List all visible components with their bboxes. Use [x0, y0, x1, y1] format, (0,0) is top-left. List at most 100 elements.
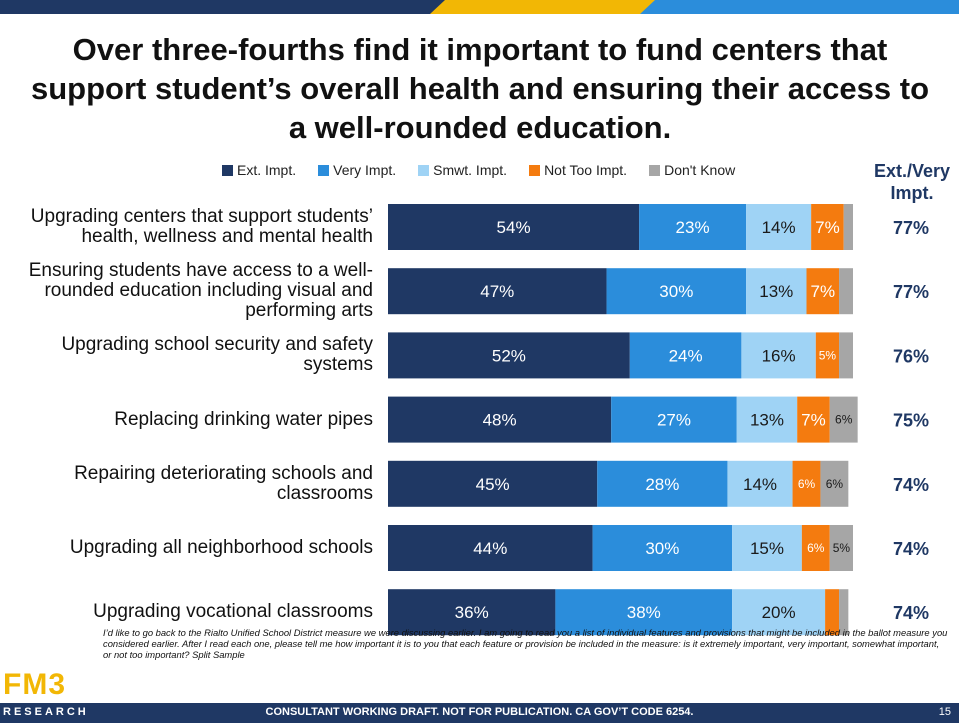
chart-title: Over three-fourths find it important to … — [30, 32, 930, 145]
bar-segment — [746, 204, 812, 250]
page-number: 15 — [938, 706, 951, 718]
value-label: 13% — [750, 411, 784, 430]
bar-segment — [829, 396, 858, 443]
value-label: 15% — [750, 539, 784, 558]
net-value: 74% — [893, 475, 929, 495]
bar-segment — [741, 332, 816, 379]
value-label: 36% — [455, 603, 489, 622]
bar-segment — [806, 268, 840, 315]
value-label: 38% — [627, 603, 661, 622]
value-label: 30% — [659, 282, 693, 301]
value-label: 20% — [762, 603, 796, 622]
value-label: 16% — [762, 346, 796, 365]
bar-segment — [815, 332, 840, 379]
value-label: 6% — [807, 541, 825, 555]
bar-segment — [388, 204, 640, 250]
value-label: 7% — [815, 218, 840, 237]
value-label: 7% — [810, 282, 835, 301]
value-label: 48% — [483, 411, 517, 430]
value-label: 28% — [645, 475, 679, 494]
legend: Ext. Impt. Very Impt. Smwt. Impt. Not Too I… — [222, 162, 735, 178]
bar-segment — [388, 396, 612, 443]
bar-segment — [839, 268, 853, 315]
legend-item: Very Impt. — [318, 162, 396, 178]
legend-swatch — [529, 164, 541, 176]
value-label: 44% — [473, 539, 507, 558]
bar-segment — [797, 396, 830, 443]
value-label: 7% — [801, 411, 826, 430]
bar-segment — [388, 268, 607, 315]
legend-label: Not Too Impt. — [544, 162, 628, 178]
bar-segment — [629, 332, 742, 379]
category-label: Replacing drinking water pipes — [114, 408, 373, 430]
value-label: 47% — [480, 282, 514, 301]
bar-segment — [736, 396, 798, 443]
legend-swatch — [318, 164, 330, 176]
bar-segment — [611, 396, 737, 443]
value-label: 54% — [497, 218, 531, 237]
value-label: 30% — [645, 539, 679, 558]
bar-segment — [801, 525, 830, 571]
legend-item: Don't Know — [649, 162, 735, 178]
legend-label: Smwt. Impt. — [433, 162, 508, 178]
net-value: 74% — [893, 539, 929, 559]
bar-segment — [592, 525, 733, 571]
value-label: 6% — [826, 477, 844, 491]
value-label: 45% — [476, 475, 510, 494]
net-header: Ext./Very Impt. — [873, 161, 951, 203]
value-label: 14% — [743, 475, 777, 494]
bar-segment — [746, 268, 807, 315]
legend-swatch — [649, 164, 661, 176]
value-label: 13% — [759, 282, 793, 301]
footnote: I’d like to go back to the Rialto Unifie… — [103, 627, 948, 660]
bar-segment — [727, 460, 793, 507]
value-label: 14% — [762, 218, 796, 237]
category-label: Upgrading vocational classrooms — [93, 601, 373, 623]
legend-item: Ext. Impt. — [222, 162, 296, 178]
value-label: 6% — [835, 413, 853, 427]
value-label: 24% — [669, 346, 703, 365]
bar-segment — [555, 589, 733, 636]
legend-swatch — [222, 164, 233, 176]
net-value: 77% — [893, 282, 929, 302]
bar-segment — [606, 268, 747, 315]
category-label: Ensuring students have access to a well-… — [28, 260, 373, 322]
legend-item: Not Too Impt. — [529, 162, 627, 178]
value-label: 52% — [492, 346, 526, 365]
net-value: 76% — [893, 346, 929, 366]
bar-segment — [388, 589, 556, 636]
top-stripe — [640, 0, 959, 14]
legend-label: Ext. Impt. — [237, 162, 297, 178]
bar-segment — [825, 589, 840, 636]
value-label: 27% — [657, 411, 691, 430]
bar-segment — [792, 460, 821, 507]
bar-segment — [820, 460, 849, 507]
legend-label: Don't Know — [664, 162, 736, 178]
legend-swatch — [418, 164, 430, 176]
bar-segment — [388, 460, 598, 507]
bar-segment — [388, 525, 593, 571]
value-label: 5% — [833, 541, 851, 555]
logo: FM3 — [3, 668, 66, 701]
legend-item: Smwt. Impt. — [418, 162, 507, 178]
net-value: 74% — [893, 603, 929, 623]
bar-segment — [732, 525, 802, 571]
category-label: Upgrading all neighborhood schools — [69, 537, 373, 558]
value-label: 6% — [798, 477, 816, 491]
bar-segment — [843, 204, 853, 250]
footer-band — [0, 703, 959, 723]
bar-segment — [839, 332, 853, 379]
value-label: 23% — [676, 218, 710, 237]
top-stripe — [430, 0, 700, 14]
bar-segment — [388, 332, 630, 379]
category-label: Upgrading centers that support students’… — [30, 206, 373, 247]
bar-segment — [639, 204, 747, 250]
bar-segment — [597, 460, 728, 507]
legend-label: Very Impt. — [333, 162, 397, 178]
logo-subtitle: RESEARCH — [3, 706, 89, 718]
bar-segment — [732, 589, 826, 636]
category-label: Upgrading school security and safety sys… — [61, 334, 373, 376]
net-value: 77% — [893, 218, 929, 238]
